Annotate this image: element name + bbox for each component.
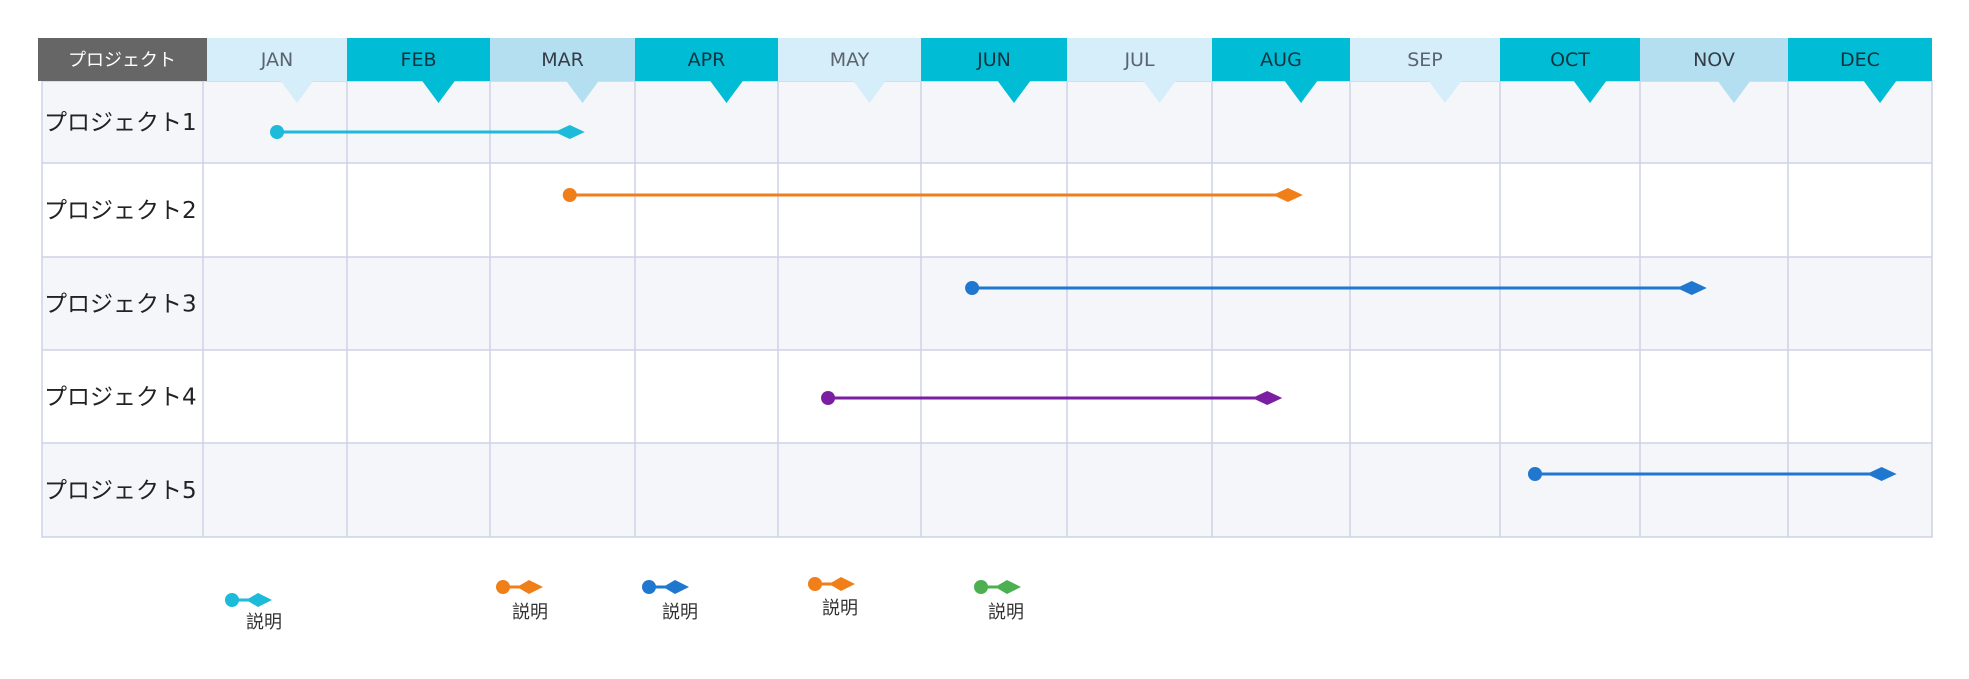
month-header-cell (1212, 38, 1350, 81)
project-start-marker (821, 391, 836, 405)
month-label: FEB (401, 49, 437, 71)
legend-label: 説明 (822, 598, 858, 619)
month-header-cell (1067, 38, 1212, 81)
legend-end-marker (663, 580, 689, 594)
project-end-marker (554, 125, 585, 139)
month-header: プロジェクト JAN FEB MAR APR MAY JUN JUL AUG SEP OCT NOV… (38, 38, 1932, 103)
month-pointer (1428, 80, 1462, 103)
row-background (42, 163, 1932, 257)
project-end-marker (1272, 188, 1303, 202)
month-pointer (1573, 80, 1607, 103)
legend-start-marker (496, 580, 510, 594)
legend-label: 説明 (246, 612, 282, 633)
month-label: NOV (1693, 49, 1735, 71)
month-label: MAY (830, 49, 870, 71)
row-background (42, 257, 1932, 350)
project-end-marker (1252, 391, 1283, 405)
legend: 説明 説明 説明 説明 説明 (225, 577, 1024, 633)
project-header-label: プロジェクト (68, 50, 176, 71)
legend-end-marker (995, 580, 1021, 594)
month-pointer (1284, 80, 1318, 103)
month-header-cell (1350, 38, 1500, 81)
legend-end-marker (517, 580, 543, 594)
month-label: SEP (1407, 49, 1443, 71)
month-pointer (997, 80, 1031, 103)
month-header-cell (1788, 38, 1932, 81)
project-start-marker (562, 188, 577, 202)
project-bars (270, 125, 1897, 481)
project-header-cell (38, 38, 207, 81)
grid-lines (41, 80, 1933, 538)
month-label: OCT (1550, 49, 1590, 71)
legend-label: 説明 (512, 602, 548, 623)
month-header-cell (1500, 38, 1640, 81)
month-pointer (852, 80, 887, 103)
row-backgrounds (42, 81, 1932, 537)
month-header-cell (778, 38, 921, 81)
legend-end-marker (829, 577, 855, 591)
month-pointer (280, 80, 314, 103)
month-label: AUG (1260, 49, 1302, 71)
project-start-marker (270, 125, 284, 139)
project-end-marker (1866, 467, 1897, 481)
legend-end-marker (246, 593, 272, 607)
legend-label: 説明 (988, 602, 1024, 623)
month-pointer (709, 80, 744, 103)
month-header-cell (921, 38, 1067, 81)
month-label: DEC (1840, 49, 1880, 71)
month-pointer (421, 80, 456, 103)
project-labels: プロジェクト1 プロジェクト2 プロジェクト3 プロジェクト4 プロジェクト5 (44, 110, 197, 504)
project-start-marker (1528, 467, 1542, 481)
legend-start-marker (225, 593, 239, 607)
legend-label: 説明 (662, 602, 698, 623)
month-pointer (1142, 80, 1177, 103)
month-header-cell (635, 38, 778, 81)
month-header-cell (1640, 38, 1788, 81)
project-label: プロジェクト5 (44, 478, 197, 504)
legend-start-marker (808, 577, 822, 591)
legend-start-marker (974, 580, 988, 594)
month-label: APR (688, 49, 726, 71)
row-background (42, 443, 1932, 537)
month-header-cell (347, 38, 490, 81)
project-label: プロジェクト3 (44, 292, 197, 318)
row-background (42, 81, 1932, 163)
project-start-marker (965, 281, 980, 295)
project-label: プロジェクト1 (44, 110, 197, 136)
legend-start-marker (642, 580, 656, 594)
month-label: JUL (1123, 49, 1155, 71)
project-label: プロジェクト2 (44, 198, 197, 224)
month-label: JAN (260, 49, 293, 71)
month-header-cell (490, 38, 635, 81)
month-header-cell (207, 38, 347, 81)
project-label: プロジェクト4 (44, 385, 197, 411)
month-label: MAR (541, 49, 584, 71)
month-pointer (565, 80, 600, 103)
month-pointer (1863, 80, 1897, 103)
month-pointer (1717, 80, 1751, 103)
month-label: JUN (976, 49, 1011, 71)
project-end-marker (1676, 281, 1707, 295)
